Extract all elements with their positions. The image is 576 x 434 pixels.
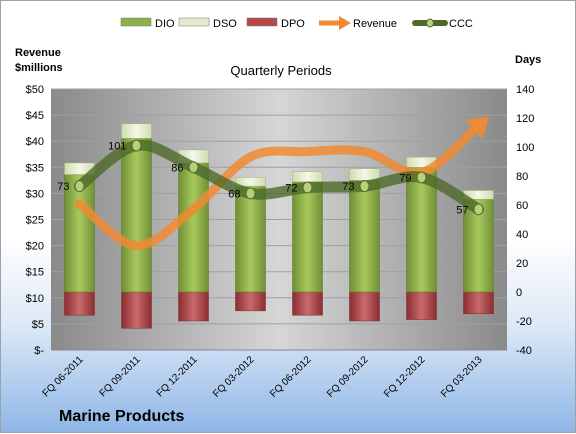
bar-dio bbox=[406, 167, 437, 293]
ccc-data-label: 101 bbox=[108, 141, 126, 153]
ccc-data-label: 72 bbox=[285, 183, 297, 195]
category-label: FQ 03-2013 bbox=[439, 354, 485, 400]
ccc-point bbox=[74, 180, 85, 193]
left-tick-label: $25 bbox=[26, 215, 44, 227]
bar-dpo bbox=[349, 291, 380, 322]
bar-dio bbox=[292, 181, 323, 293]
right-tick-label: 100 bbox=[516, 142, 534, 154]
bar-dio bbox=[64, 174, 95, 293]
right-tick-label: 60 bbox=[516, 200, 528, 212]
left-tick-label: $50 bbox=[26, 84, 44, 96]
right-tick-label: 40 bbox=[516, 229, 528, 241]
legend-label-dio: DIO bbox=[155, 18, 175, 30]
bar-dio bbox=[121, 138, 152, 293]
left-tick-label: $30 bbox=[26, 188, 44, 200]
bar-dpo bbox=[406, 291, 437, 320]
left-tick-label: $35 bbox=[26, 162, 44, 174]
legend-swatch-ccc-dot bbox=[426, 18, 434, 28]
legend-label-dso: DSO bbox=[213, 18, 237, 30]
legend-swatch-revenue-head bbox=[339, 16, 351, 30]
ccc-data-label: 73 bbox=[57, 181, 69, 193]
right-tick-label: 20 bbox=[516, 258, 528, 270]
left-tick-label: $40 bbox=[26, 136, 44, 148]
revenue-arrowhead bbox=[465, 116, 490, 140]
ccc-data-label: 73 bbox=[342, 181, 354, 193]
ccc-data-label: 79 bbox=[399, 172, 411, 184]
bar-dso bbox=[292, 171, 323, 183]
category-label: FQ 09-2011 bbox=[98, 354, 143, 399]
left-axis-title-line1: Revenue bbox=[15, 47, 61, 59]
bar-dpo bbox=[121, 291, 152, 329]
ccc-data-label: 68 bbox=[228, 188, 240, 200]
chart-title: Quarterly Periods bbox=[230, 63, 332, 78]
ccc-data-label: 86 bbox=[171, 162, 183, 174]
bar-dso bbox=[349, 168, 380, 181]
category-label: FQ 12-2012 bbox=[382, 354, 428, 400]
bar-dpo bbox=[178, 291, 209, 322]
ccc-point bbox=[416, 171, 427, 184]
right-tick-label: 140 bbox=[516, 84, 534, 96]
bar-dio bbox=[235, 185, 266, 293]
left-tick-label: $- bbox=[34, 345, 44, 357]
right-axis-title: Days bbox=[515, 54, 541, 66]
right-tick-label: -40 bbox=[516, 345, 532, 357]
ccc-point bbox=[245, 187, 256, 200]
ccc-point bbox=[188, 161, 199, 174]
ccc-point bbox=[131, 139, 142, 152]
ccc-point bbox=[302, 181, 313, 194]
right-tick-label: -20 bbox=[516, 316, 532, 328]
left-tick-label: $10 bbox=[26, 293, 44, 305]
right-tick-label: 0 bbox=[516, 287, 522, 299]
bar-dpo bbox=[64, 291, 95, 316]
right-tick-label: 120 bbox=[516, 113, 534, 125]
ccc-point bbox=[359, 180, 370, 193]
left-axis-title-line2: $millions bbox=[15, 62, 63, 74]
legend-swatch-dio bbox=[120, 17, 152, 27]
bar-dso bbox=[235, 177, 266, 187]
bar-dio bbox=[349, 180, 380, 293]
right-tick-label: 80 bbox=[516, 171, 528, 183]
bar-dpo bbox=[292, 291, 323, 316]
ccc-data-label: 57 bbox=[456, 204, 468, 216]
left-tick-label: $5 bbox=[32, 319, 44, 331]
left-tick-label: $20 bbox=[26, 241, 44, 253]
legend-label-ccc: CCC bbox=[449, 18, 473, 30]
legend-label-dpo: DPO bbox=[281, 18, 305, 30]
bar-dio bbox=[178, 162, 209, 293]
legend-swatch-dpo bbox=[246, 17, 278, 27]
bar-dpo bbox=[463, 291, 494, 314]
left-tick-label: $15 bbox=[26, 267, 44, 279]
bar-dso bbox=[121, 123, 152, 139]
category-label: FQ 06-2012 bbox=[268, 354, 314, 400]
legend-swatch-dso bbox=[178, 17, 210, 27]
category-label: FQ 03-2012 bbox=[211, 354, 257, 400]
company-name: Marine Products bbox=[59, 408, 185, 425]
category-label: FQ 12-2011 bbox=[155, 354, 200, 399]
bar-dpo bbox=[235, 291, 266, 312]
category-label: FQ 06-2011 bbox=[41, 354, 86, 399]
category-label: FQ 09-2012 bbox=[325, 354, 371, 400]
ccc-point bbox=[473, 203, 484, 216]
left-tick-label: $45 bbox=[26, 110, 44, 122]
legend-label-revenue: Revenue bbox=[353, 18, 397, 30]
